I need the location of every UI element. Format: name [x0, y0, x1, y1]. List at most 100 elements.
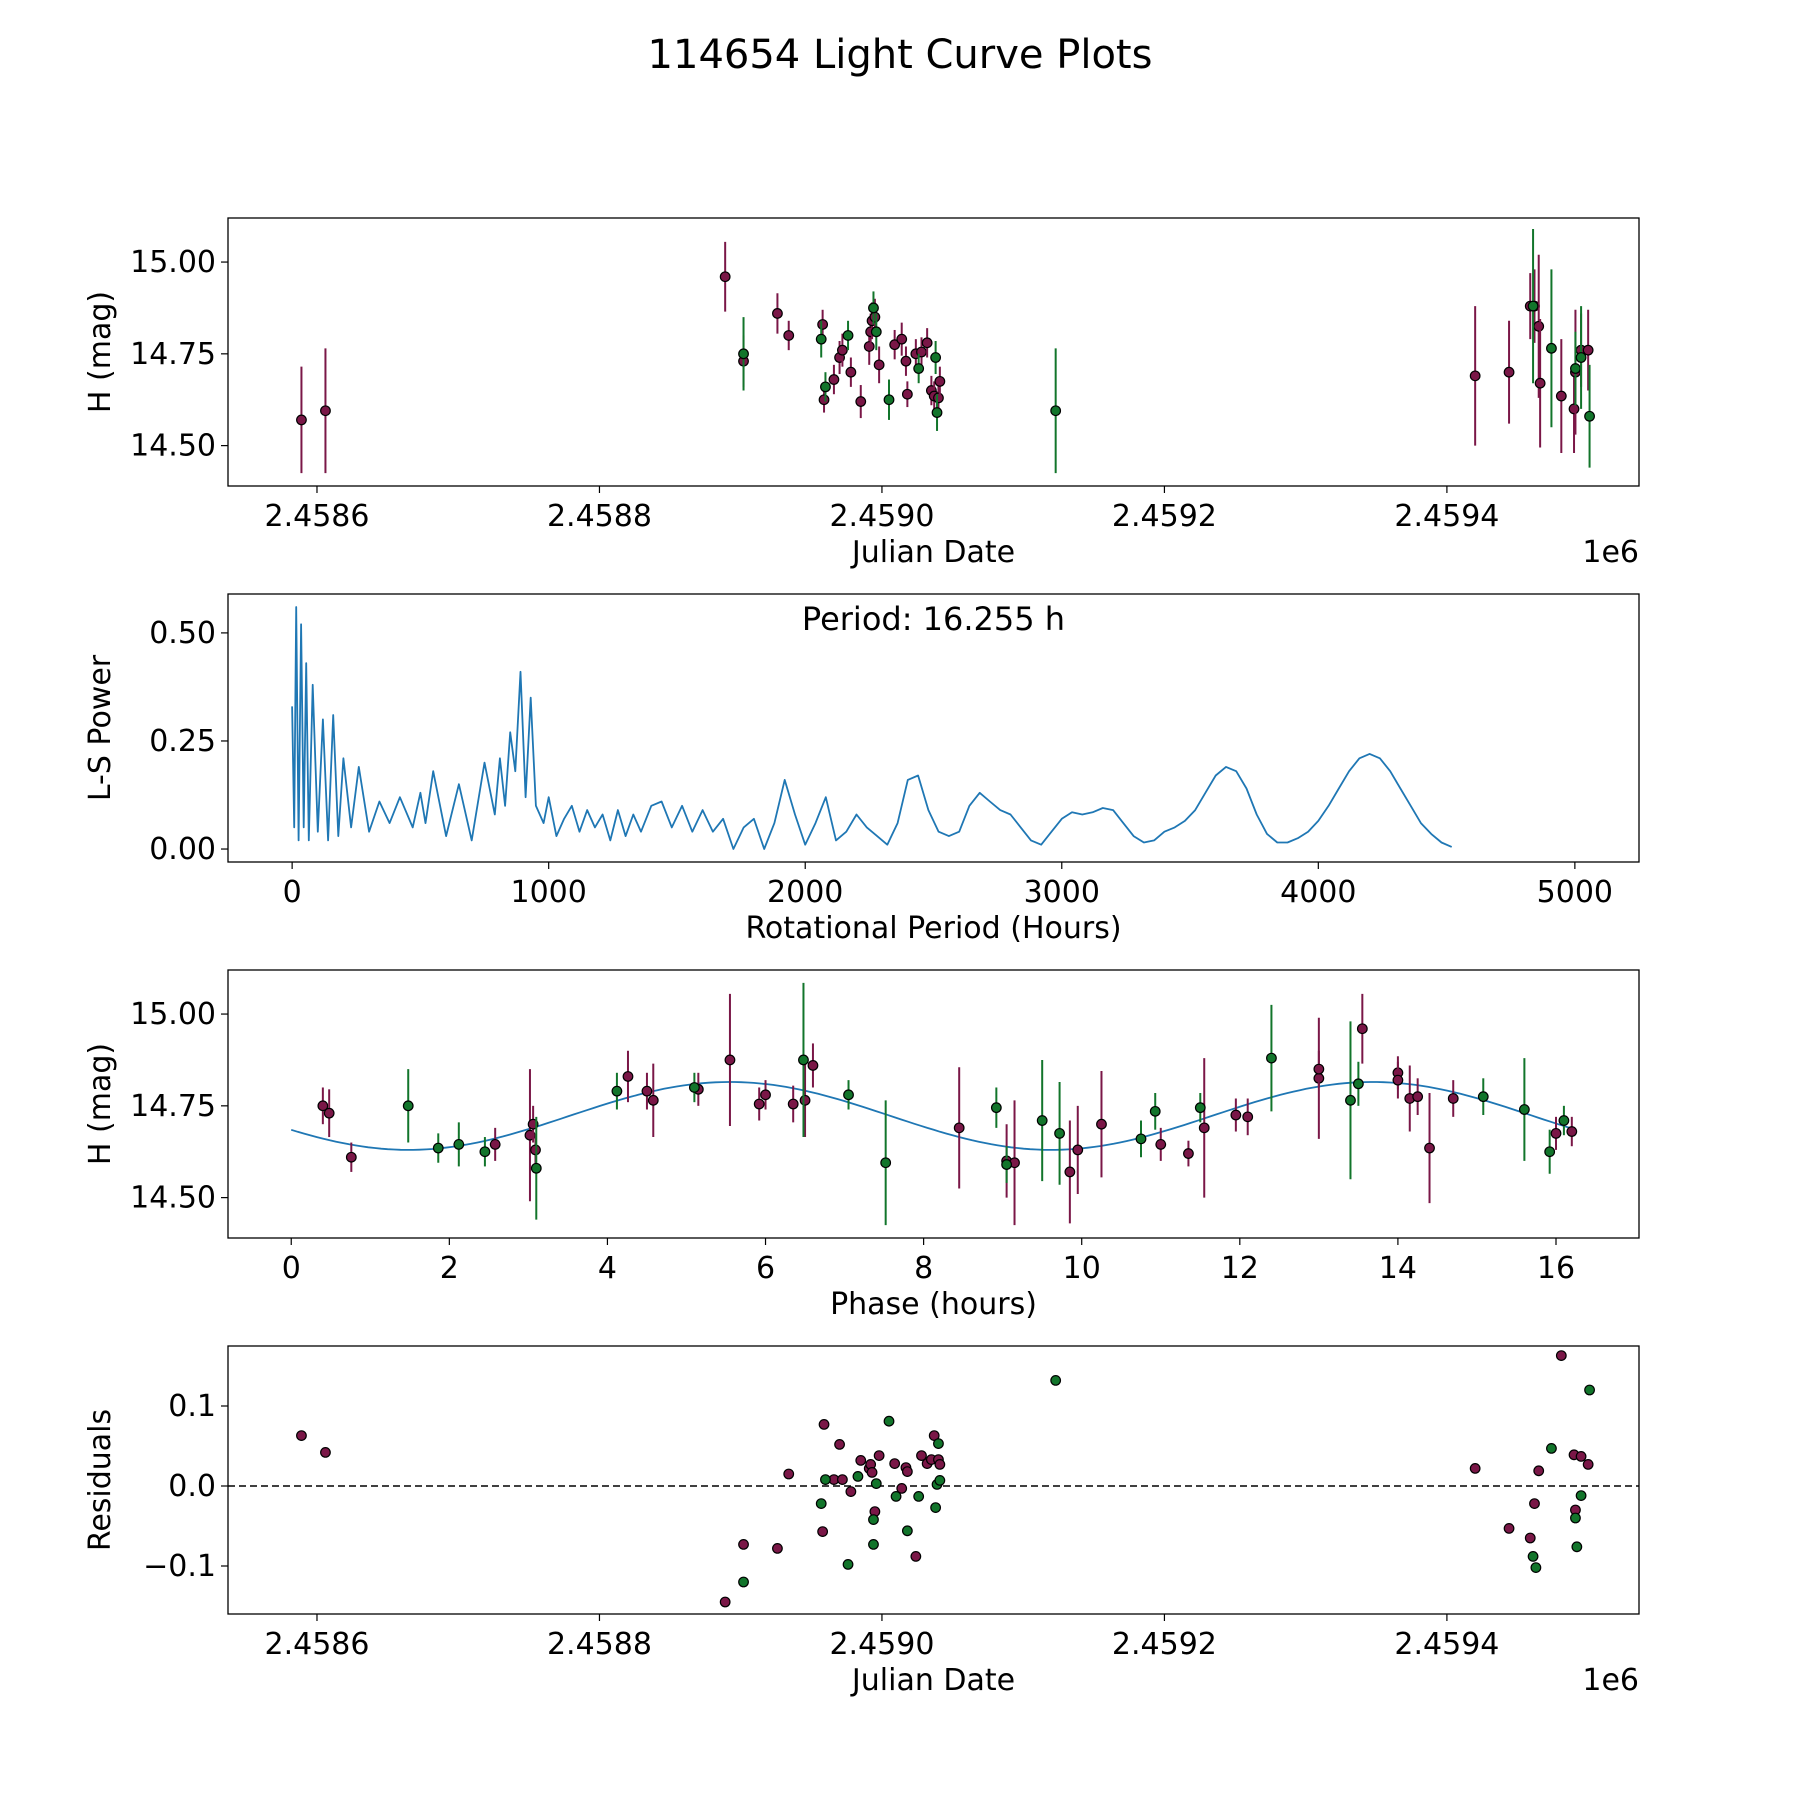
data-point-purple — [934, 375, 946, 387]
x-tick-label: 6 — [756, 1251, 775, 1286]
data-point-purple — [1072, 1144, 1084, 1156]
data-point-purple — [296, 1430, 307, 1441]
x-offset-text: 1e6 — [1582, 1663, 1639, 1698]
x-offset-text: 1e6 — [1582, 535, 1639, 570]
data-point-green — [1135, 1133, 1147, 1145]
x-tick-label: 2 — [440, 1251, 459, 1286]
data-point-green — [1266, 1052, 1277, 1064]
data-point-purple — [933, 392, 944, 404]
data-point-purple — [934, 1458, 946, 1470]
figure-title: 114654 Light Curve Plots — [648, 32, 1153, 78]
data-point-green — [1575, 1490, 1587, 1501]
x-tick-label: 3000 — [1024, 875, 1100, 910]
data-point-purple — [869, 311, 881, 323]
data-point-green — [890, 1490, 902, 1502]
y-tick-label: 14.50 — [130, 1181, 216, 1216]
data-point-purple — [1064, 1166, 1076, 1178]
data-point-purple — [1412, 1091, 1424, 1103]
data-point-green — [1194, 1102, 1206, 1114]
data-point-purple — [320, 405, 331, 417]
data-point-green — [402, 1100, 414, 1112]
data-point-green — [883, 394, 895, 406]
data-point-green — [852, 1470, 864, 1482]
data-point-purple — [772, 308, 783, 319]
data-point-green — [842, 1558, 854, 1570]
x-tick-label: 10 — [1063, 1251, 1101, 1286]
data-point-purple — [647, 1094, 659, 1106]
data-point-purple — [719, 1596, 731, 1608]
data-point-green — [688, 1082, 700, 1093]
data-point-purple — [1198, 1122, 1210, 1134]
data-point-purple — [1566, 1126, 1578, 1137]
data-point-purple — [1392, 1074, 1404, 1086]
data-point-green — [1036, 1115, 1048, 1126]
periodogram-line — [291, 606, 1453, 850]
data-point-green — [738, 1576, 749, 1588]
data-point-purple — [323, 1107, 335, 1119]
light-curve-panel: 2.4586 2.4588 2.4590 2.4592 2.4594 14.50 14.75… — [83, 217, 1640, 570]
data-point-purple — [489, 1138, 501, 1150]
x-axis-label: Julian Date — [850, 1663, 1015, 1698]
periodogram-frame — [227, 593, 1640, 863]
data-point-purple — [1447, 1093, 1459, 1104]
x-tick-label: 4 — [598, 1251, 617, 1286]
data-point-green — [930, 1502, 942, 1513]
data-point-green — [870, 326, 882, 338]
data-point-purple — [738, 1538, 749, 1550]
y-tick-label: 15.00 — [130, 245, 216, 280]
light-curve-plot-area — [228, 218, 1639, 486]
x-axis-label: Julian Date — [850, 535, 1015, 570]
data-point-purple — [873, 359, 885, 371]
x-tick-label: 2.4594 — [1394, 499, 1499, 534]
data-point-purple — [1575, 1450, 1587, 1462]
data-point-purple — [1469, 370, 1481, 382]
data-point-purple — [866, 1466, 878, 1478]
data-point-green — [1345, 1094, 1356, 1106]
data-point-purple — [889, 1458, 901, 1469]
y-tick-label: 0.50 — [149, 616, 216, 651]
data-point-green — [1558, 1115, 1570, 1126]
x-tick-label: 2.4586 — [264, 1627, 369, 1662]
y-tick-label: 0.25 — [149, 724, 216, 759]
period-annotation: Period: 16.255 h — [802, 600, 1065, 638]
x-tick-label: 2.4590 — [829, 1627, 934, 1662]
data-point-purple — [921, 337, 933, 349]
residuals-frame — [227, 1345, 1640, 1615]
data-point-purple — [1533, 320, 1545, 332]
phase-fold-plot-area — [228, 970, 1639, 1238]
data-point-green — [868, 1514, 879, 1525]
data-point-purple — [817, 319, 829, 330]
x-axis-label: Phase (hours) — [830, 1287, 1037, 1322]
data-point-green — [880, 1157, 892, 1169]
data-point-green — [1575, 352, 1587, 363]
data-point-purple — [1424, 1142, 1435, 1154]
residuals-panel: 2.4586 2.4588 2.4590 2.4592 2.4594 −0.1 0.0 0.1… — [83, 1345, 1640, 1698]
data-point-purple — [818, 394, 830, 406]
x-tick-label: 2.4588 — [547, 1627, 652, 1662]
x-axis-label: Rotational Period (Hours) — [745, 911, 1121, 946]
data-point-purple — [834, 1438, 845, 1450]
data-point-green — [930, 352, 942, 363]
x-tick-label: 4000 — [1280, 875, 1356, 910]
y-axis-label: Residuals — [83, 1409, 118, 1551]
x-tick-label: 1000 — [511, 875, 587, 910]
data-point-green — [843, 1089, 854, 1101]
y-tick-label: 0.0 — [168, 1469, 216, 1504]
x-tick-label: 2.4590 — [829, 499, 934, 534]
data-point-green — [453, 1138, 465, 1150]
data-point-purple — [818, 1418, 830, 1430]
data-point-purple — [1533, 1465, 1545, 1477]
data-point-green — [1054, 1127, 1065, 1139]
data-point-green — [1527, 1550, 1539, 1562]
data-point-purple — [1534, 377, 1546, 389]
data-point-purple — [760, 1089, 771, 1101]
data-point-purple — [1550, 1127, 1562, 1139]
x-tick-label: 8 — [914, 1251, 933, 1286]
y-tick-label: 14.75 — [130, 1089, 216, 1124]
data-point-purple — [724, 1054, 736, 1066]
data-point-purple — [345, 1151, 357, 1163]
y-axis-label: H (mag) — [83, 1043, 118, 1165]
data-point-purple — [1568, 403, 1580, 415]
data-point-purple — [873, 1450, 885, 1461]
